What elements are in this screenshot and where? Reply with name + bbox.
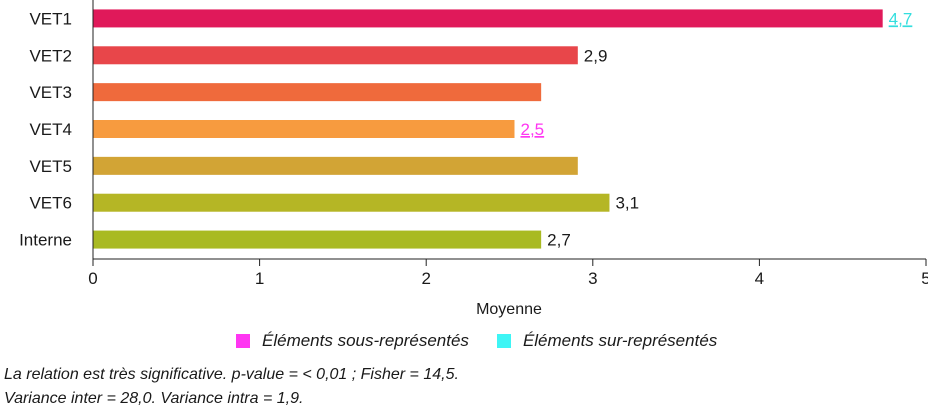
bar-chart: VET1 VET2 VET3 VET4 VET5 VET6 Interne 4,7 2,9 2,…: [19, 0, 928, 318]
x-axis: 0 1 2 3 4 5: [88, 0, 928, 288]
category-label: VET6: [29, 194, 72, 213]
legend-swatch-sous: [236, 334, 250, 348]
legend: Éléments sous-représentés Éléments sur-r…: [236, 331, 745, 351]
bars-group: [93, 9, 883, 249]
bar-interne: [93, 230, 542, 249]
category-labels: VET1 VET2 VET3 VET4 VET5 VET6 Interne: [19, 9, 72, 249]
category-label: VET3: [29, 83, 72, 102]
value-labels: 4,7 2,9 2,5 3,1 2,7: [520, 9, 912, 249]
category-label: VET2: [29, 46, 72, 65]
legend-label-sous: Éléments sous-représentés: [262, 331, 469, 350]
bar-vet4: [93, 120, 515, 138]
x-tick-label: 0: [88, 269, 97, 288]
bar-vet3: [93, 83, 542, 102]
value-label: 4,7: [889, 9, 913, 28]
value-label: 2,5: [520, 120, 544, 139]
legend-item-sous: Éléments sous-représentés: [236, 331, 469, 351]
bar-vet6: [93, 193, 610, 212]
legend-swatch-sur: [496, 334, 511, 348]
x-tick-label: 1: [255, 269, 264, 288]
category-label: VET1: [29, 9, 72, 28]
bar-vet2: [93, 46, 578, 65]
legend-item-sur: Éléments sur-représentés: [496, 331, 718, 351]
variance-note: Variance inter = 28,0. Variance intra = …: [4, 390, 304, 407]
x-axis-title: Moyenne: [476, 301, 542, 318]
category-label: VET5: [29, 157, 72, 176]
bar-vet1: [93, 9, 883, 28]
x-tick-label: 2: [421, 269, 430, 288]
x-tick-label: 4: [755, 269, 764, 288]
x-tick-label: 5: [921, 269, 928, 288]
category-label: VET4: [29, 120, 72, 139]
value-label: 2,9: [584, 46, 608, 65]
significance-note: La relation est très significative. p-va…: [4, 366, 459, 383]
category-label: Interne: [19, 231, 72, 250]
value-label: 2,7: [547, 231, 571, 250]
legend-label-sur: Éléments sur-représentés: [522, 331, 718, 350]
bar-vet5: [93, 156, 578, 175]
value-label: 3,1: [615, 194, 639, 213]
x-tick-label: 3: [588, 269, 597, 288]
